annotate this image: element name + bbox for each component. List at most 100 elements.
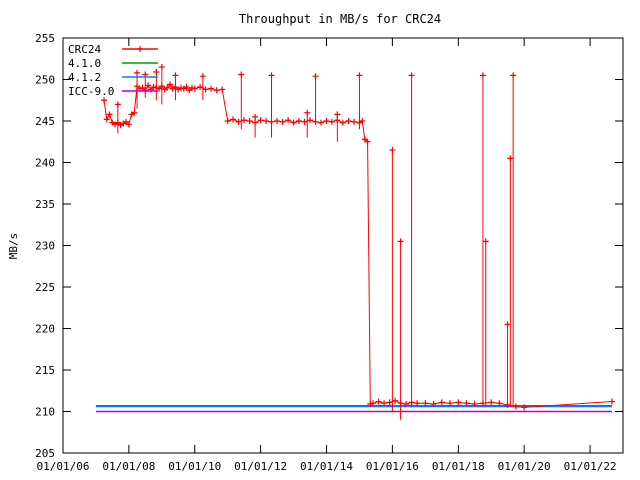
data-point (197, 83, 204, 90)
chart-title: Throughput in MB/s for CRC24 (239, 12, 441, 26)
data-point (183, 83, 190, 90)
data-point (350, 118, 357, 125)
data-point (125, 121, 132, 128)
data-point (177, 84, 184, 91)
data-point (219, 86, 226, 93)
data-point (375, 398, 382, 405)
data-point (103, 116, 110, 123)
data-point (392, 397, 399, 404)
data-point (241, 117, 248, 124)
spike-marker (334, 111, 341, 118)
y-tick-label: 230 (35, 240, 55, 253)
legend-label: 4.1.0 (68, 57, 101, 70)
data-point (403, 401, 410, 408)
legend-marker (137, 46, 143, 52)
data-point (166, 81, 173, 88)
data-point (224, 118, 231, 124)
data-point (488, 399, 495, 406)
data-point (339, 119, 346, 126)
data-point (263, 118, 270, 124)
spike-marker (199, 73, 206, 80)
data-point (257, 117, 264, 124)
y-tick-label: 215 (35, 364, 55, 377)
spike-marker (172, 72, 179, 79)
data-point (367, 401, 374, 408)
data-point (496, 400, 503, 407)
spike-marker (504, 321, 511, 328)
x-tick-label: 01/01/06 (37, 460, 90, 473)
data-point (230, 116, 237, 123)
x-tick-label: 01/01/10 (168, 460, 221, 473)
x-tick-label: 01/01/14 (300, 460, 353, 473)
data-point (364, 138, 371, 145)
spike-marker (312, 73, 319, 80)
data-point (295, 118, 302, 124)
spike-marker (114, 101, 121, 108)
spike-marker (238, 71, 245, 78)
data-point (455, 399, 462, 406)
series-line (103, 83, 613, 408)
data-point (323, 118, 330, 124)
x-tick-label: 01/01/08 (102, 460, 155, 473)
data-point (150, 83, 157, 90)
spike-marker (304, 109, 311, 116)
spike-marker (158, 64, 165, 71)
spike-marker (507, 155, 514, 162)
legend-label: CRC24 (68, 43, 101, 56)
legend-label: 4.1.2 (68, 71, 101, 84)
data-point (422, 400, 429, 407)
data-point (246, 118, 253, 124)
plot-frame (62, 37, 624, 454)
data-layer (95, 64, 615, 420)
x-tick-label: 01/01/22 (564, 460, 617, 473)
data-point (191, 85, 198, 92)
y-tick-label: 250 (35, 74, 55, 87)
data-point (145, 82, 152, 89)
data-point (164, 84, 171, 91)
data-point (279, 118, 286, 125)
data-point (359, 118, 366, 124)
x-tick-label: 01/01/18 (432, 460, 485, 473)
spike-marker (397, 238, 404, 245)
data-point (471, 401, 478, 408)
y-tick-label: 240 (35, 157, 55, 170)
spike-marker (479, 72, 486, 79)
spike-marker (482, 238, 489, 245)
tick-layer: 205 210 215 220 225 230 235 240 245 250 255 01/01/0… (35, 32, 623, 473)
y-tick-label: 220 (35, 323, 55, 336)
spike-marker (153, 69, 160, 76)
spike-marker (268, 72, 275, 79)
y-axis-label: MB/s (7, 233, 20, 260)
data-point (370, 400, 377, 407)
data-point (318, 119, 325, 126)
data-point (213, 87, 220, 94)
data-point (381, 400, 388, 407)
data-point (235, 118, 242, 125)
data-point (285, 117, 292, 124)
data-point (131, 109, 138, 116)
data-point (188, 84, 195, 91)
y-tick-label: 205 (35, 447, 55, 460)
data-point (430, 401, 437, 408)
spike-marker (389, 147, 396, 154)
data-point (208, 85, 215, 92)
y-tick-label: 235 (35, 198, 55, 211)
spike-marker (408, 72, 415, 79)
data-point (202, 86, 209, 93)
data-point (306, 117, 313, 124)
data-point (274, 118, 281, 124)
spike-marker (134, 69, 141, 76)
data-point (447, 400, 454, 407)
data-point (463, 400, 470, 407)
data-point (301, 118, 308, 125)
spike-marker (356, 72, 363, 79)
y-tick-label: 255 (35, 32, 55, 45)
data-point (106, 111, 113, 118)
data-point (290, 119, 297, 126)
data-point (345, 118, 352, 124)
x-tick-label: 01/01/16 (366, 460, 419, 473)
legend-label: ICC-9.0 (68, 85, 114, 98)
data-point (521, 404, 528, 411)
